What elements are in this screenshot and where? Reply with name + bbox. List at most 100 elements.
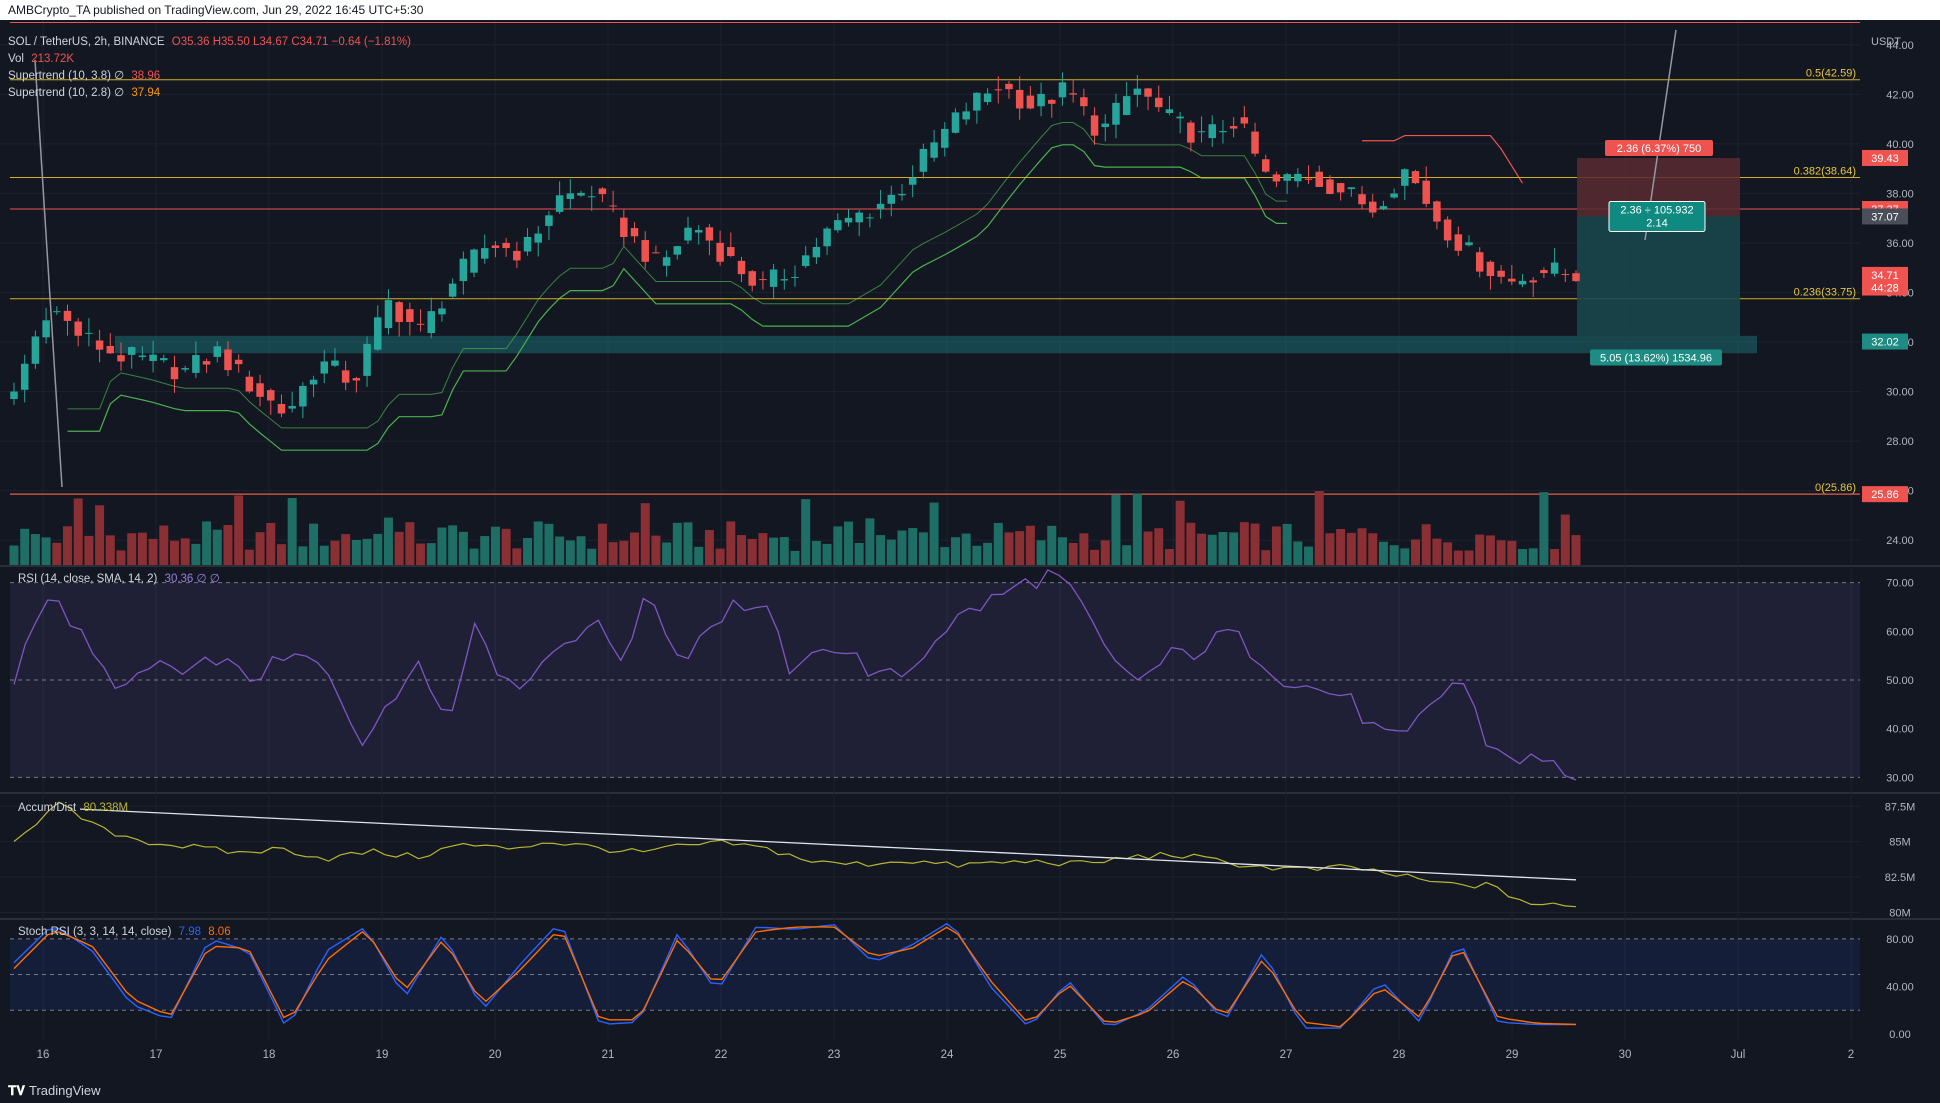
- tradingview-logo[interactable]: 𝐓𝐕 TradingView: [8, 1083, 101, 1099]
- candle: [588, 186, 595, 211]
- volume-bar: [1304, 547, 1313, 565]
- volume-bar: [459, 532, 468, 565]
- volume-bar: [395, 532, 404, 565]
- candle: [502, 238, 509, 257]
- rsi-tick: 70.00: [1886, 578, 1914, 590]
- candle-body: [449, 284, 456, 297]
- candle-body: [941, 129, 948, 148]
- volume-bar: [855, 543, 864, 565]
- candle-body: [1337, 183, 1344, 192]
- candle: [556, 181, 563, 214]
- candle-body: [1219, 131, 1226, 132]
- volume-bar: [673, 523, 682, 565]
- candle-body: [1390, 194, 1397, 198]
- candle-body: [1326, 179, 1333, 194]
- candle-body: [1262, 159, 1269, 171]
- rsi-tick: 40.00: [1886, 724, 1914, 736]
- candle: [1262, 155, 1269, 173]
- candle-body: [406, 309, 413, 322]
- candle-body: [460, 259, 467, 281]
- volume-bar: [737, 535, 746, 565]
- candle: [1487, 260, 1494, 289]
- candle: [834, 213, 841, 232]
- volume-bar: [427, 543, 436, 565]
- candle-body: [1037, 94, 1044, 106]
- stoch-label[interactable]: Stoch RSI (3, 3, 14, 14, close): [18, 926, 171, 938]
- time-tick: 2: [1848, 1049, 1854, 1061]
- ad-trendline: [80, 809, 1576, 880]
- candle-body: [973, 93, 980, 111]
- volume-bar: [1165, 549, 1174, 565]
- candle: [1166, 96, 1173, 115]
- candle-body: [716, 243, 723, 262]
- volume-bar: [256, 532, 265, 565]
- candle: [845, 209, 852, 226]
- volume-bar: [1347, 533, 1356, 565]
- candle: [952, 108, 959, 133]
- volume-bar: [919, 532, 928, 565]
- candle-body: [1187, 123, 1194, 143]
- candle: [32, 331, 39, 369]
- candle-body: [1572, 273, 1579, 281]
- volume-bar: [812, 541, 821, 565]
- volume-bar: [662, 542, 671, 565]
- vol-label[interactable]: Vol: [8, 53, 24, 65]
- volume-bar: [630, 532, 639, 565]
- chart-canvas: 0.5(42.59)0.382(38.64)0.236(33.75)0(25.8…: [0, 0, 1940, 1103]
- ad-label[interactable]: Accum/Dist: [18, 802, 76, 814]
- candle: [1069, 79, 1076, 102]
- volume-bar: [1293, 541, 1302, 565]
- volume-bar: [202, 521, 211, 565]
- candle-body: [438, 308, 445, 314]
- time-tick: 18: [263, 1049, 276, 1061]
- supertrend-1-label[interactable]: Supertrend (10, 3.8) ∅: [8, 70, 124, 82]
- volume-bar: [288, 498, 297, 565]
- candle: [663, 250, 670, 276]
- candle: [21, 355, 28, 403]
- volume-bar: [577, 536, 586, 565]
- candle-body: [1048, 100, 1055, 104]
- candle: [1455, 226, 1462, 255]
- price-tick: 40.00: [1886, 139, 1914, 151]
- supertrend-2-label[interactable]: Supertrend (10, 2.8) ∅: [8, 87, 124, 99]
- volume-bar: [116, 550, 125, 565]
- candle-body: [42, 320, 49, 337]
- candle-body: [1027, 96, 1034, 109]
- candle-body: [738, 261, 745, 274]
- stoch-tick: 80.00: [1886, 934, 1914, 946]
- candle-body: [1102, 124, 1109, 127]
- candle: [770, 264, 777, 298]
- candle: [1540, 267, 1547, 278]
- candle: [984, 88, 991, 105]
- time-tick: 27: [1280, 1049, 1293, 1061]
- candle-body: [813, 247, 820, 257]
- rsi-tick: 50.00: [1886, 675, 1914, 687]
- candle: [1037, 83, 1044, 117]
- candle: [1048, 99, 1055, 118]
- ad-line: [14, 802, 1576, 906]
- fib-label-3: 0(25.86): [1815, 482, 1856, 494]
- ad-value: 80.338M: [83, 802, 128, 814]
- rsi-label[interactable]: RSI (14, close, SMA, 14, 2): [18, 573, 157, 585]
- candle: [246, 371, 253, 393]
- symbol-label[interactable]: SOL / TetherUS, 2h, BINANCE: [8, 36, 165, 48]
- volume-bar: [1422, 524, 1431, 565]
- candle-body: [374, 317, 381, 349]
- volume-bar: [769, 538, 778, 565]
- volume-bar: [1197, 534, 1206, 565]
- volume-bar: [1176, 501, 1185, 565]
- candle: [930, 130, 937, 162]
- volume-bar: [823, 544, 832, 565]
- candle: [1401, 168, 1408, 200]
- candle: [652, 246, 659, 254]
- volume-bar: [876, 535, 885, 565]
- candle-body: [823, 229, 830, 247]
- candle: [1027, 86, 1034, 109]
- candle: [759, 271, 766, 289]
- candle-body: [246, 377, 253, 392]
- candle-body: [1444, 219, 1451, 240]
- volume-bar: [1325, 533, 1334, 565]
- volume-bar: [587, 549, 596, 565]
- candle-body: [385, 300, 392, 328]
- volume-bar: [1454, 551, 1463, 565]
